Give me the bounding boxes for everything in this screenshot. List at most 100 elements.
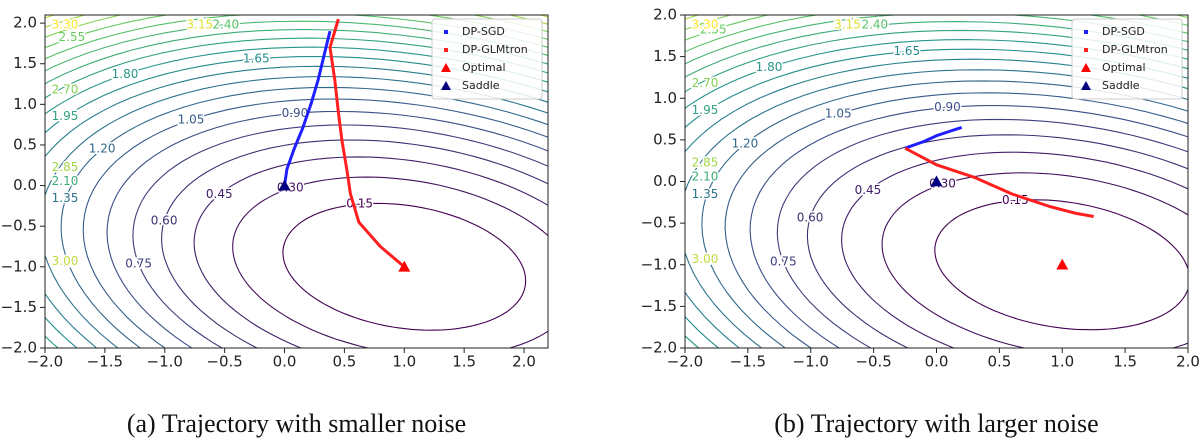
chart-panel: 0.150.300.450.600.750.901.051.201.351.50… [641,6,1200,438]
contour-label: 0.90 [282,106,309,120]
x-tick-label: −2.0 [667,353,703,371]
legend-box [431,18,543,100]
contour-line [132,124,548,348]
y-tick-label: −1.0 [1,257,37,275]
contour-label: 2.85 [52,160,79,174]
contour-label: 1.80 [112,67,139,81]
legend-swatch [444,30,448,34]
contour-label: 0.45 [855,183,882,197]
contour-label: 1.20 [732,136,759,150]
y-tick-label: 2.0 [13,14,37,32]
legend: DP-SGD DP-GLMtron Optimal Saddle [431,18,543,100]
contour-label: 0.75 [770,255,797,269]
y-tick-label: −0.5 [1,217,37,235]
contour-line [685,48,1188,348]
legend-swatch [444,48,448,52]
plot-frame [44,14,549,349]
contour-label: 1.80 [756,60,783,74]
contour-line [724,92,1188,348]
contour-label: 1.35 [692,187,719,201]
contour-label: 1.05 [825,107,852,121]
contour-label: 0.60 [797,210,824,224]
legend-swatch [1084,48,1088,52]
contour-line [685,69,1188,348]
contour-line [685,39,1188,348]
contour-label: 1.65 [893,44,920,58]
x-tick-label: −0.5 [855,353,891,371]
legend-label: Optimal [462,61,506,74]
y-tick-label: 0.5 [653,130,677,148]
trajectory [904,146,1094,218]
legend-box [1071,18,1183,100]
contour-line [106,110,548,348]
legend-swatch [441,81,451,90]
x-tick-label: 0.5 [987,353,1011,371]
contour-label: 2.40 [212,18,239,32]
legend-label: DP-GLMtron [1102,43,1168,56]
contour-line [881,172,1188,348]
legend-swatch [1084,30,1088,34]
contour-label: 1.35 [52,191,79,205]
contour-line [193,156,548,348]
contour-label: 1.05 [178,112,205,126]
contour-label: 0.45 [206,187,233,201]
y-tick-label: 2.0 [653,6,677,24]
point-marker [398,260,411,272]
contour-label: 2.85 [692,155,719,169]
legend-label: DP-SGD [1102,25,1145,38]
chart-panel: 0.150.300.450.600.750.901.051.201.351.50… [1,14,549,438]
caption: (a) Trajectory with smaller noise [127,409,466,438]
contour-line [282,202,527,331]
contour-label: 3.30 [52,18,79,32]
contour-label: 3.30 [692,18,719,32]
x-tick-label: 2.0 [512,353,536,371]
contour-label: 1.65 [243,51,270,65]
series [278,18,411,272]
x-tick-label: −1.0 [793,353,829,371]
contour-line [45,28,548,85]
x-tick-label: −1.5 [730,353,766,371]
y-tick-label: 1.0 [653,89,677,107]
contour-label: 0.60 [151,214,178,228]
y-tick-label: −2.0 [641,339,677,357]
y-tick-label: 1.5 [13,54,37,72]
contour-line [82,98,548,348]
x-tick-label: 2.0 [1176,353,1200,371]
contour-line [701,80,1188,348]
legend-swatch [441,63,451,72]
contour-label: 3.15 [834,18,861,32]
y-tick-label: −1.5 [1,298,37,316]
contour-label: 0.75 [125,257,152,271]
trajectory [283,30,332,186]
point-marker [278,179,291,191]
y-tick-label: −0.5 [641,214,677,232]
contour-line [685,58,1188,348]
y-tick-label: −1.0 [641,255,677,273]
x-tick-label: −2.0 [27,353,63,371]
y-tick-label: 1.5 [653,47,677,65]
y-tick-label: 0.0 [13,176,37,194]
legend-label: DP-GLMtron [462,43,528,56]
contour-label: 2.55 [59,30,86,44]
x-tick-label: 1.0 [1050,353,1074,371]
x-tick-label: −1.5 [87,353,123,371]
contour-label: 1.50 [52,256,79,270]
contour-label: 2.25 [52,255,79,269]
y-tick-label: 0.0 [653,172,677,190]
point-marker [1056,258,1069,270]
contour-label: 2.40 [861,18,888,32]
contour-label: 2.70 [692,76,719,90]
contour-label: 1.50 [692,254,719,268]
contour-line [161,139,548,348]
trajectory [904,125,963,150]
contour-label: 3.00 [52,254,79,268]
y-tick-label: 1.0 [13,95,37,113]
contour-line [60,86,548,348]
x-tick-label: 0.5 [332,353,356,371]
caption: (b) Trajectory with larger noise [774,409,1098,438]
point-marker [930,175,943,187]
legend-label: Saddle [462,79,500,92]
y-tick-label: −2.0 [1,339,37,357]
contour-label: 2.10 [52,174,79,188]
contours: 0.150.300.450.600.750.901.051.201.351.50… [685,15,1188,348]
